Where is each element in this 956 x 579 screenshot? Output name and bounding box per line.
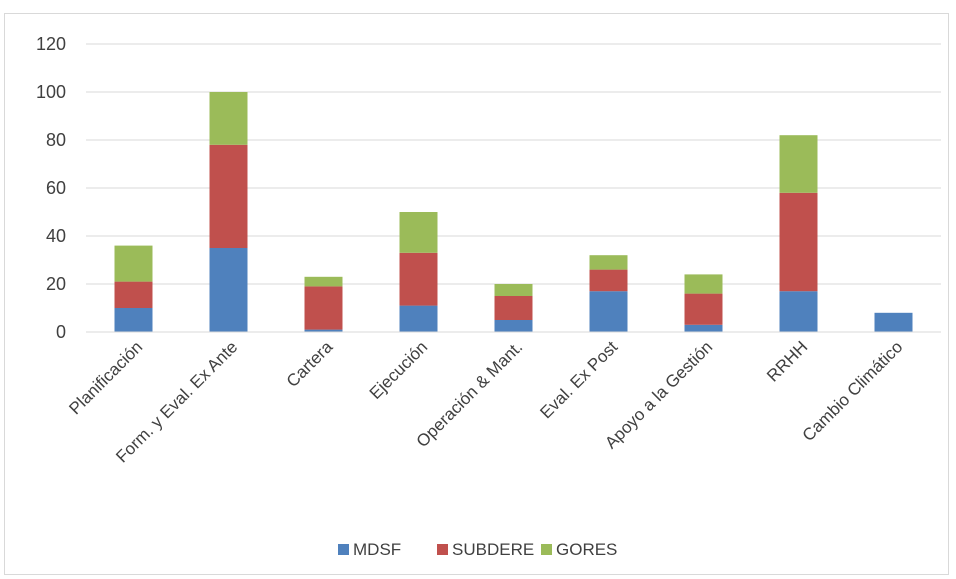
x-tick-label: Apoyo a la Gestión [601,337,716,452]
bar-subdere-segment [684,293,723,325]
bar-mdsf-segment [304,329,343,332]
y-tick-label: 60 [46,178,66,198]
bar-mdsf-segment [874,312,913,332]
y-axis-tick-labels: 0 20 40 60 80 100 120 [36,34,66,342]
y-tick-label: 100 [36,82,66,102]
bar-mdsf-segment [209,248,248,332]
y-tick-label: 20 [46,274,66,294]
bar-gores-segment [589,255,628,270]
bar-subdere-segment [779,192,818,292]
bar-mdsf-segment [684,324,723,332]
bar-subdere-segment [304,286,343,330]
legend-swatch-mdsf [338,544,349,555]
y-tick-label: 80 [46,130,66,150]
legend-swatch-gores [541,544,552,555]
y-tick-label: 0 [56,322,66,342]
bar-gores-segment [684,274,723,294]
legend-label-subdere: SUBDERE [452,540,534,559]
bar-gores-segment [304,276,343,287]
legend: MDSF SUBDERE GORES [338,540,617,559]
x-tick-label: Cambio Climático [799,337,907,445]
bar-subdere-segment [494,296,533,320]
bar-gores-segment [209,92,248,145]
bar-subdere-segment [209,144,248,248]
legend-label-mdsf: MDSF [353,540,401,559]
x-tick-label: Cartera [283,337,337,391]
bar-mdsf-segment [589,291,628,332]
bar-mdsf-segment [399,305,438,332]
bar-mdsf-segment [114,308,153,332]
bars [114,92,913,332]
bar-subdere-segment [589,269,628,292]
bar-gores-segment [779,135,818,193]
bar-subdere-segment [114,281,153,308]
x-tick-label: Ejecución [366,337,432,403]
bar-mdsf-segment [779,291,818,332]
legend-label-gores: GORES [556,540,617,559]
bar-subdere-segment [399,252,438,306]
bar-gores-segment [114,245,153,282]
x-tick-label: Planificación [65,337,146,418]
x-tick-label: Eval. Ex Post [536,337,621,422]
x-tick-label: Operación & Mant. [413,337,527,451]
x-tick-label: RRHH [763,337,811,385]
y-tick-label: 120 [36,34,66,54]
y-tick-label: 40 [46,226,66,246]
bar-mdsf-segment [494,320,533,332]
bar-gores-segment [399,212,438,253]
bar-gores-segment [494,284,533,296]
legend-swatch-subdere [437,544,448,555]
